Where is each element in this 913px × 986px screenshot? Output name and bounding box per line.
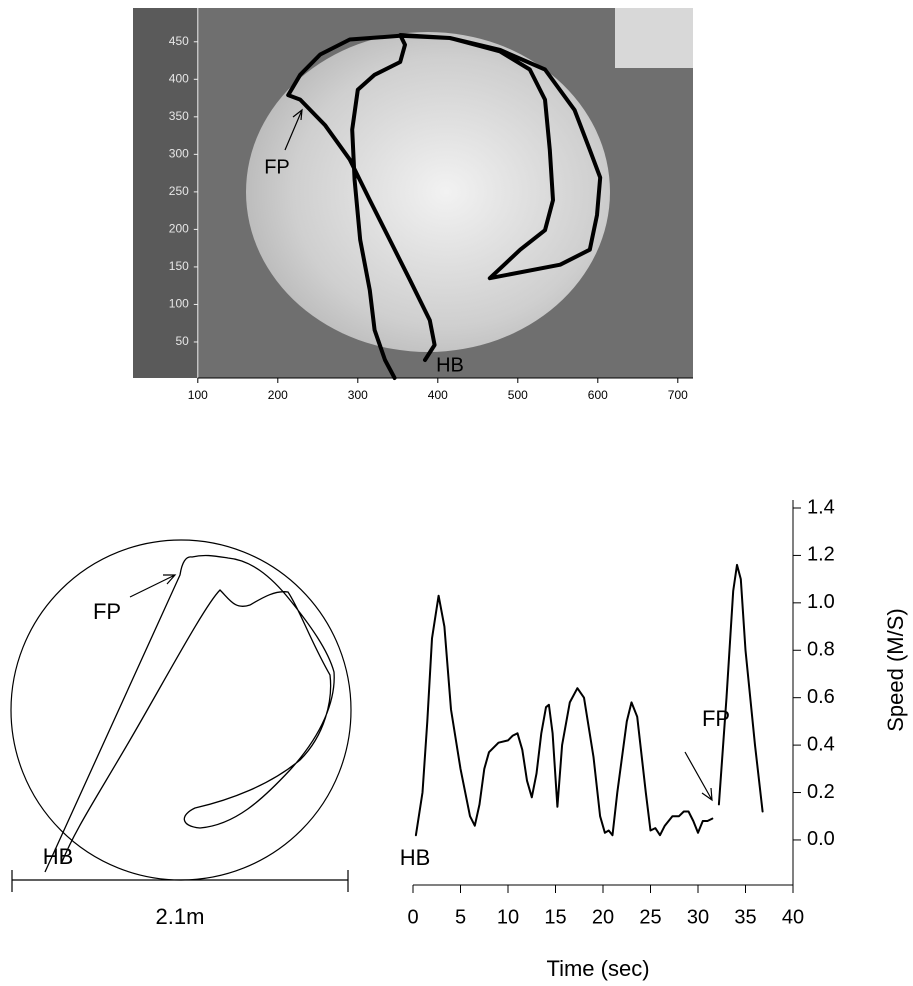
data-line (414, 563, 764, 837)
arena-outline (10, 539, 352, 881)
y-tick-label: 450 (169, 34, 189, 48)
x-tick-label: 30 (687, 906, 709, 928)
annotation: FP (264, 156, 290, 178)
photo-wall (133, 8, 198, 378)
y-axis-label: Speed (M/S) (883, 608, 908, 732)
trajectory (44, 554, 335, 873)
y-tick-label: 0.6 (807, 686, 835, 708)
scale-label: 2.1m (156, 904, 205, 929)
y-tick-label: 350 (169, 109, 189, 123)
y-tick-label: 150 (169, 259, 189, 273)
y-tick-label: 1.0 (807, 591, 835, 613)
x-tick-label: 15 (544, 906, 566, 928)
annotation: FP (93, 599, 121, 624)
x-tick-label: 500 (508, 388, 528, 402)
annotation: HB (436, 354, 464, 376)
photo-arena (246, 32, 610, 352)
x-tick-label: 5 (455, 906, 466, 928)
y-tick-label: 100 (169, 297, 189, 311)
annotation-arrow (284, 108, 303, 151)
scale-bar (11, 870, 349, 892)
y-tick-label: 1.4 (807, 496, 835, 518)
y-tick-label: 200 (169, 222, 189, 236)
annotation: HB (400, 845, 431, 870)
x-tick-label: 35 (734, 906, 756, 928)
y-tick-label: 0.0 (807, 828, 835, 850)
y-tick-label: 0.2 (807, 781, 835, 803)
x-tick-label: 300 (348, 388, 368, 402)
x-tick-label: 0 (407, 906, 418, 928)
y-tick-label: 1.2 (807, 544, 835, 566)
y-tick-label: 0.4 (807, 733, 835, 755)
x-tick-label: 600 (588, 388, 608, 402)
x-tick-label: 20 (592, 906, 614, 928)
data-line (286, 33, 603, 380)
annotation-arrow (129, 574, 177, 598)
x-axis-label: Time (sec) (546, 956, 649, 981)
x-tick-label: 100 (188, 388, 208, 402)
x-tick-label: 25 (639, 906, 661, 928)
annotation-arrow (684, 751, 713, 802)
photo-object (615, 8, 693, 68)
x-tick-label: 200 (268, 388, 288, 402)
y-tick-label: 50 (175, 334, 189, 348)
y-tick-label: 0.8 (807, 639, 835, 661)
x-tick-label: 10 (497, 906, 519, 928)
y-tick-label: 250 (169, 184, 189, 198)
y-tick-label: 400 (169, 71, 189, 85)
x-tick-label: 400 (428, 388, 448, 402)
annotation: FP (702, 706, 730, 731)
x-tick-label: 40 (782, 906, 804, 928)
y-tick-label: 300 (169, 147, 189, 161)
x-tick-label: 700 (668, 388, 688, 402)
annotation: HB (43, 844, 74, 869)
